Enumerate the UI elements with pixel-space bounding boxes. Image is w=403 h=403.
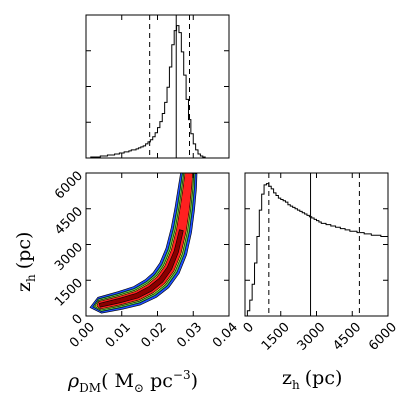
rho-histogram-ticks — [85, 14, 230, 159]
zh-y-tick-label-1: 1500 — [52, 276, 86, 310]
zh-x-tick-label-1: 1500 — [259, 320, 293, 354]
zh-histogram-ticks — [244, 172, 389, 317]
zh-x-tick-label-4: 6000 — [366, 320, 400, 354]
zh-x-tick-label-0: 0 — [241, 320, 257, 336]
zh-y-axis-label: zh(pc) — [13, 232, 38, 292]
zh-y-tick-label-4: 6000 — [52, 168, 86, 202]
zh-histogram-bars — [245, 183, 388, 317]
rho-histogram-panel — [85, 14, 230, 159]
zh-x-tick-labels: 0 1500 3000 4500 6000 — [241, 320, 400, 354]
rho-x-tick-label-3: 0.03 — [174, 320, 205, 351]
contour-level-3 — [96, 173, 193, 310]
rho-histogram-bars — [86, 25, 229, 159]
rho-x-tick-label-4: 0.04 — [210, 320, 241, 351]
joint-contours — [89, 173, 198, 314]
zh-x-axis-label: zh (pc) — [282, 367, 342, 392]
zh-y-tick-label-3: 4500 — [52, 204, 86, 238]
zh-histogram-frame — [244, 172, 389, 317]
rho-x-tick-label-2: 0.02 — [139, 320, 170, 351]
rho-histogram-step — [86, 25, 229, 159]
rho-x-tick-label-1: 0.01 — [103, 320, 134, 351]
zh-y-tick-label-2: 3000 — [52, 240, 86, 274]
rho-x-tick-labels: 0.00 0.01 0.02 0.03 0.04 — [67, 320, 241, 351]
rho-x-axis-label: ρDM( M⊙ pc−3) — [67, 368, 198, 395]
rho-histogram-frame — [85, 14, 230, 159]
joint-contour-frame — [85, 172, 230, 317]
zh-histogram-step — [245, 183, 388, 317]
zh-x-tick-label-2: 3000 — [295, 320, 329, 354]
contour-level-4 — [98, 229, 184, 308]
zh-x-tick-label-3: 4500 — [330, 320, 364, 354]
zh-histogram-panel: 0 1500 3000 4500 6000 zh (pc) — [241, 172, 400, 392]
